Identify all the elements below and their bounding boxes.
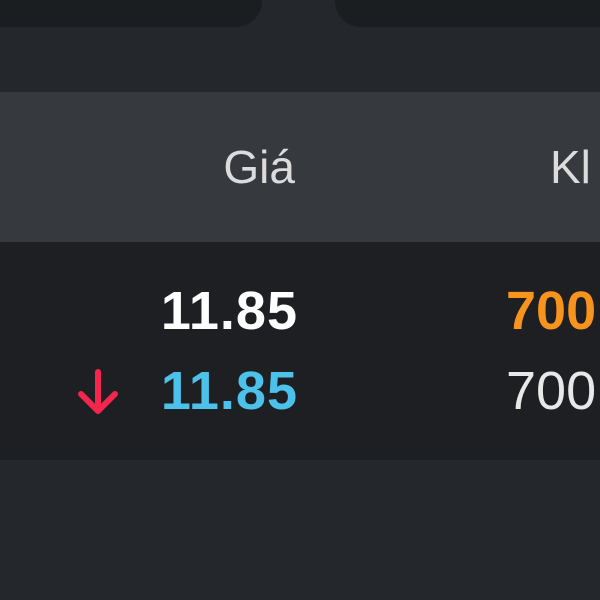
column-header-volume[interactable]: Kl [550, 141, 591, 193]
top-left-panel [0, 0, 262, 27]
table-body: 11.85 700 11.85 700 [0, 242, 600, 460]
table-row-volume: 700 [506, 361, 597, 421]
table-header: Giá Kl [0, 92, 600, 242]
arrow-down-icon [78, 369, 118, 414]
top-right-panel [335, 0, 600, 27]
column-header-price[interactable]: Giá [223, 141, 295, 193]
table-row-price: 11.85 [160, 281, 298, 341]
table-row-volume: 700 [506, 281, 597, 341]
table-row-price: 11.85 [160, 361, 298, 421]
